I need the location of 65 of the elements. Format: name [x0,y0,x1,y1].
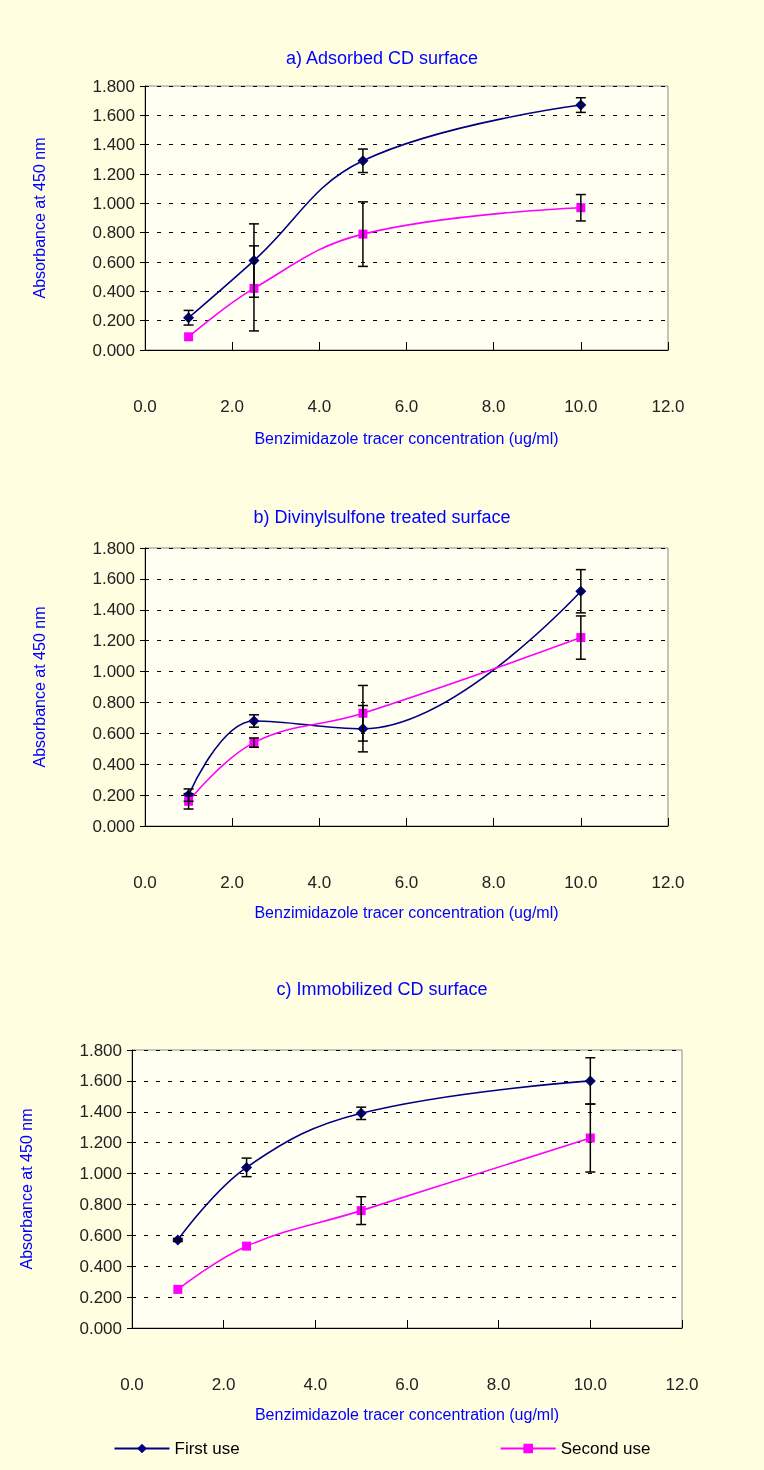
y-tick-label: 1.800 [92,76,135,96]
y-tick-label: 1.800 [92,538,135,558]
x-tick-label: 8.0 [486,1375,511,1394]
x-tick-label: 12.0 [651,873,685,892]
y-tick-label: 1.000 [79,1164,122,1184]
x-tick-label: 0.0 [133,397,157,416]
x-axis-title: Benzimidazole tracer concentration (ug/ml) [254,429,559,447]
x-tick-label: 0.0 [120,1375,144,1394]
legend-label: Second use [560,1439,651,1458]
y-tick-label: 0.800 [92,223,135,243]
y-tick-label: 0.400 [92,281,135,301]
x-tick-label: 6.0 [394,873,419,892]
x-tick-label: 10.0 [564,873,598,892]
x-tick-label: 8.0 [481,873,506,892]
x-tick-label: 4.0 [307,873,332,892]
y-tick-label: 1.400 [92,135,135,155]
y-axis-title: Absorbance at 450 nm [30,606,48,768]
point [184,332,194,342]
x-tick-label: 6.0 [395,1375,419,1394]
x-tick-label: 12.0 [665,1375,699,1394]
x-tick-label: 2.0 [220,873,244,892]
x-tick-label: 4.0 [303,1375,328,1394]
y-tick-label: 1.200 [79,1133,122,1153]
y-tick-label: 0.000 [79,1318,122,1338]
y-tick-label: 1.400 [92,600,135,620]
point [242,1241,252,1251]
x-tick-label: 4.0 [307,397,332,416]
y-tick-label: 0.400 [92,754,135,774]
x-tick-label: 2.0 [211,1375,236,1394]
x-axis-title: Benzimidazole tracer concentration (ug/ml) [254,1405,560,1423]
chart-title: c) Immobilized CD surface [276,979,488,999]
y-tick-label: 0.000 [92,816,135,836]
y-tick-label: 0.200 [92,311,135,331]
chart-title: a) Adsorbed CD surface [285,48,479,68]
x-tick-label: 12.0 [651,397,685,416]
x-tick-label: 10.0 [573,1375,607,1394]
y-tick-label: 0.600 [92,252,135,272]
x-axis-title: Benzimidazole tracer concentration (ug/ml) [254,903,559,921]
point [173,1284,183,1294]
x-tick-label: 2.0 [220,397,244,416]
y-tick-label: 0.800 [79,1194,122,1214]
chart-title: b) Divinylsulfone treated surface [253,507,511,527]
y-tick-label: 0.600 [79,1225,122,1245]
legend-label: First use [174,1439,240,1458]
x-tick-label: 8.0 [481,397,506,416]
x-tick-label: 6.0 [394,397,419,416]
y-tick-label: 1.200 [92,631,135,651]
y-tick-label: 1.600 [79,1071,122,1091]
y-tick-label: 0.800 [92,692,135,712]
y-tick-label: 0.400 [79,1256,122,1276]
y-tick-label: 1.800 [79,1040,122,1060]
y-tick-label: 1.600 [92,105,135,125]
y-axis-title: Absorbance at 450 nm [17,1108,35,1270]
y-tick-label: 0.000 [92,340,135,360]
y-tick-label: 0.600 [92,723,135,743]
y-tick-label: 1.000 [92,193,135,213]
y-axis-title: Absorbance at 450 nm [30,137,48,299]
y-tick-label: 1.600 [92,569,135,589]
y-tick-label: 1.400 [79,1102,122,1122]
y-tick-label: 0.200 [92,785,135,805]
y-tick-label: 1.000 [92,662,135,682]
x-tick-label: 10.0 [564,397,598,416]
y-tick-label: 0.200 [79,1287,122,1307]
y-tick-label: 1.200 [92,164,135,184]
x-tick-label: 0.0 [133,873,157,892]
